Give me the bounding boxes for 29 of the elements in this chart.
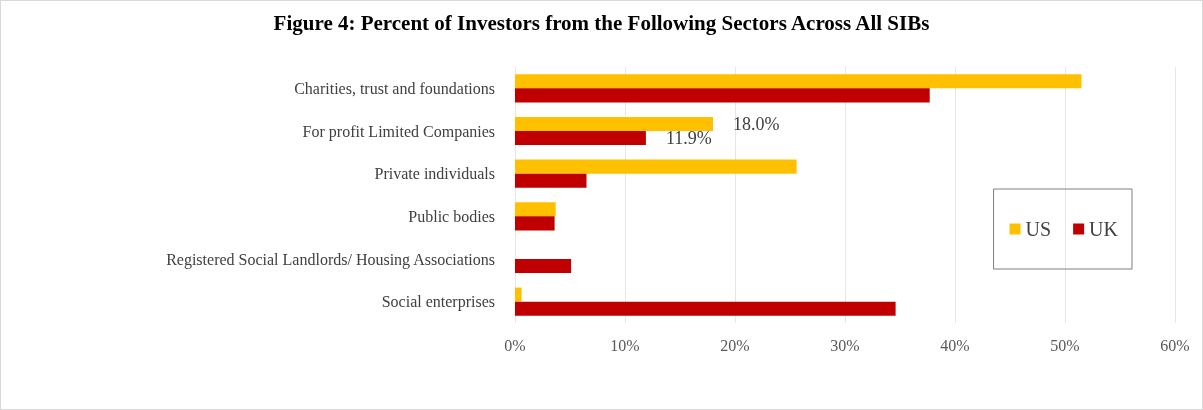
y-tick-label: For profit Limited Companies	[302, 122, 495, 141]
y-tick-label: Charities, trust and foundations	[294, 79, 495, 97]
y-tick-label: Private individuals	[374, 165, 495, 183]
bar	[515, 216, 555, 231]
x-tick-label: 50%	[1050, 336, 1080, 354]
bar	[515, 74, 1082, 89]
legend-label: US	[1025, 218, 1052, 240]
bar	[515, 173, 587, 188]
bar	[515, 202, 556, 217]
bar	[515, 88, 930, 103]
bar	[515, 116, 713, 131]
bar	[515, 301, 896, 316]
data-label: 18.0%	[733, 113, 780, 134]
x-tick-label: 0%	[504, 336, 526, 354]
chart-title: Figure 4: Percent of Investors from the Following Sectors Across All SIBs	[273, 10, 930, 35]
legend-label: UK	[1089, 218, 1119, 240]
bar	[515, 287, 522, 302]
x-tick-label: 20%	[720, 336, 750, 354]
data-label: 11.9%	[665, 128, 712, 149]
x-tick-label: 30%	[830, 336, 860, 354]
y-tick-label: Registered Social Landlords/ Housing Associations	[166, 250, 495, 269]
x-tick-label: 40%	[940, 336, 970, 354]
y-tick-label: Public bodies	[408, 207, 495, 225]
bar	[515, 259, 572, 274]
x-tick-label: 10%	[610, 336, 640, 354]
y-tick-label: Social enterprises	[381, 293, 495, 312]
x-tick-label: 60%	[1160, 336, 1190, 354]
bar	[515, 131, 646, 146]
bar	[515, 159, 797, 174]
